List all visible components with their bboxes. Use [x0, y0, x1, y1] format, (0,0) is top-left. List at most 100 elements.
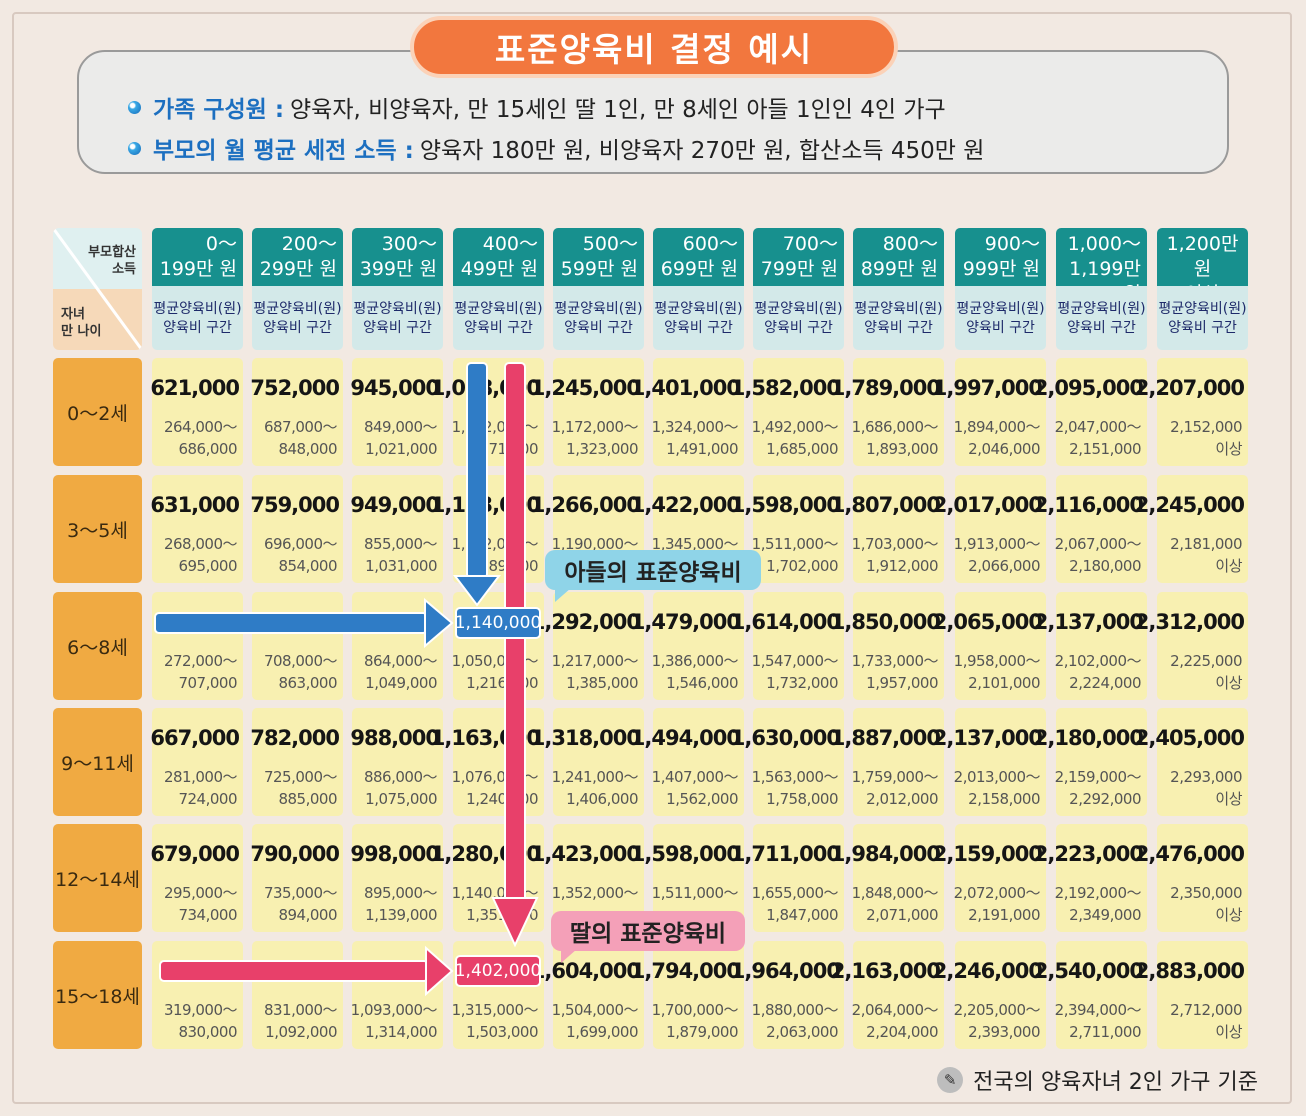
cell-cost-range: 1,759,000～ 2,012,000 — [852, 766, 939, 810]
cell-range-to: 이상 — [1215, 440, 1242, 458]
subheader-average-label: 평균양육비(원) — [253, 301, 342, 317]
cell-average-cost: 2,405,000 — [1134, 726, 1245, 750]
cell-range-to: 2,012,000 — [866, 790, 938, 808]
subheader-range-label: 양육비 구간 — [464, 320, 533, 336]
pen-icon: ✎ — [937, 1067, 964, 1093]
column-header-income: 400～ 499만 원 — [453, 228, 544, 286]
cell-average-cost: 2,159,000 — [932, 842, 1043, 866]
cell-cost-range: 1,140,000～ 1,351,000 — [452, 882, 539, 926]
cell-range-from: 687,000～ — [263, 418, 338, 436]
subheader-average-label: 평균양육비(원) — [654, 301, 743, 317]
cell-average-cost: 1,163,000 — [430, 726, 541, 750]
cell-cost-range: 2,192,000～ 2,349,000 — [1054, 882, 1142, 926]
cell-range-from: 2,181,000 — [1170, 535, 1242, 553]
cell-cost-range: 1,511,000～ 1,702,000 — [751, 533, 839, 577]
table-cell: 2,159,000 2,072,000～ 2,191,000 — [933, 824, 1046, 932]
table-cell: 2,116,000 2,067,000～ 2,180,000 — [1034, 475, 1147, 583]
cell-cost-range: 319,000～ 830,000 — [164, 999, 238, 1043]
cell-cost-range: 1,492,000～ 1,685,000 — [752, 416, 839, 460]
table-cell: 2,207,000 2,152,000 이상 — [1135, 358, 1248, 466]
subheader-average-label: 평균양육비(원) — [353, 301, 442, 317]
column-header-income: 0～ 199만 원 — [152, 228, 243, 286]
cell-range-from: 849,000～ — [363, 418, 438, 436]
cell-range-to: 1,314,000 — [365, 1023, 437, 1041]
cell-cost-range: 264,000～ 686,000 — [164, 416, 238, 460]
subheader-average-label: 평균양육비(원) — [854, 301, 943, 317]
cell-average-cost: 1,794,000 — [630, 959, 741, 983]
cell-range-to: 863,000 — [278, 674, 337, 692]
subheader-range-label: 양육비 구간 — [1067, 320, 1136, 336]
table-cell: 708,000～ 863,000 — [252, 592, 343, 700]
cell-range-from: 2,072,000～ — [953, 884, 1041, 902]
cell-range-from: 2,047,000～ — [1054, 418, 1142, 436]
table-cell: 949,000 855,000～ 1,031,000 — [350, 475, 443, 583]
column-header-line2: 499만 원 — [460, 258, 538, 280]
subheader-average-label: 평균양육비(원) — [754, 301, 843, 317]
table-cell: 752,000 687,000～ 848,000 — [250, 358, 343, 466]
cell-average-cost: 998,000 — [350, 842, 440, 866]
column-header-line2: 399만 원 — [359, 258, 437, 280]
cell-average-cost: 790,000 — [250, 842, 340, 866]
cell-range-from: 1,848,000～ — [851, 884, 939, 902]
cell-average-cost: 2,883,000 — [1134, 959, 1245, 983]
column-header-line1: 900～ — [984, 233, 1040, 255]
table-cell: 621,000 264,000～ 686,000 — [150, 358, 243, 466]
cell-range-to: 이상 — [1215, 557, 1242, 575]
table-cell: 2,017,000 1,913,000～ 2,066,000 — [933, 475, 1046, 583]
cell-range-to: 이상 — [1215, 674, 1242, 692]
cell-cost-range: 855,000～ 1,031,000 — [364, 533, 438, 577]
cell-range-to: 885,000 — [278, 790, 337, 808]
cell-range-from: 2,192,000～ — [1054, 884, 1142, 902]
cell-range-to: 2,066,000 — [968, 557, 1040, 575]
footnote: ✎ 전국의 양육자녀 2인 가구 기준 — [937, 1064, 1258, 1096]
table-cell: 1,984,000 1,848,000～ 2,071,000 — [831, 824, 944, 932]
cell-range-from: 1,352,000～ — [551, 884, 639, 902]
table-cell: 2,540,000 2,394,000～ 2,711,000 — [1034, 941, 1147, 1049]
subheader-range-label: 양육비 구간 — [263, 320, 332, 336]
subheader-range-label: 양육비 구간 — [363, 320, 432, 336]
column-header-income: 1,200만 원이상 — [1157, 228, 1248, 305]
cell-range-to: 1,021,000 — [365, 440, 437, 458]
cell-range-from: 1,700,000～ — [651, 1001, 739, 1019]
cell-range-from: 1,686,000～ — [851, 418, 939, 436]
cell-average-cost: 679,000 — [150, 842, 240, 866]
cell-average-cost: 2,065,000 — [932, 610, 1043, 634]
cell-range-from: 1,076,000～ — [451, 768, 539, 786]
table-cell: 1,318,000 1,241,000～ 1,406,000 — [531, 708, 644, 816]
cell-average-cost: 1,318,000 — [530, 726, 641, 750]
cell-range-to: 1,171,000 — [466, 440, 538, 458]
cell-cost-range: 1,880,000～ 2,063,000 — [752, 999, 839, 1043]
table-cell: 1,093,000～ 1,314,000 — [351, 941, 443, 1049]
cell-cost-range: 2,152,000 이상 — [1170, 416, 1242, 460]
cell-cost-range: 2,394,000～ 2,711,000 — [1055, 999, 1142, 1043]
cell-cost-range: 2,293,000 이상 — [1170, 766, 1242, 810]
table-cell: 1,245,000 1,172,000～ 1,323,000 — [531, 358, 644, 466]
cell-cost-range: 1,190,000～ — [552, 533, 639, 555]
subheader-average-label: 평균양육비(원) — [454, 301, 543, 317]
daughter-callout: 딸의 표준양육비 — [551, 911, 745, 963]
cell-range-from: 1,172,000～ — [551, 418, 639, 436]
cell-cost-range: 1,345,000～ — [652, 533, 739, 555]
cell-average-cost: 1,614,000 — [730, 610, 841, 634]
son-cost-highlight: 1,140,000 — [455, 607, 541, 639]
column-header-line1: 600～ — [682, 233, 738, 255]
subheader-range-label: 양육비 구간 — [163, 320, 232, 336]
cell-average-cost: 1,423,000 — [530, 842, 641, 866]
cell-average-cost: 2,095,000 — [1033, 376, 1144, 400]
cell-cost-range: 2,712,000 이상 — [1170, 999, 1242, 1043]
table-cell: 631,000 268,000～ 695,000 — [150, 475, 243, 583]
cell-range-from: 864,000～ — [363, 652, 438, 670]
table-cell: 319,000～ 830,000 — [152, 941, 243, 1049]
cell-range-from: 1,511,000～ — [751, 535, 839, 553]
cell-cost-range: 2,013,000～ 2,158,000 — [954, 766, 1041, 810]
table-cell: 679,000 295,000～ 734,000 — [150, 824, 243, 932]
subheader-average-label: 평균양육비(원) — [153, 301, 242, 317]
cell-average-cost: 1,292,000 — [530, 610, 641, 634]
column-header-line1: 800～ — [882, 233, 938, 255]
cell-average-cost: 1,422,000 — [630, 493, 741, 517]
column-header-line2: 299만 원 — [259, 258, 337, 280]
cell-cost-range: 2,225,000 이상 — [1170, 650, 1242, 694]
column-subheader: 평균양육비(원) 양육비 구간 — [252, 286, 343, 350]
corner-diagonal — [53, 228, 142, 350]
table-cell: 1,794,000 1,700,000～ 1,879,000 — [631, 941, 744, 1049]
